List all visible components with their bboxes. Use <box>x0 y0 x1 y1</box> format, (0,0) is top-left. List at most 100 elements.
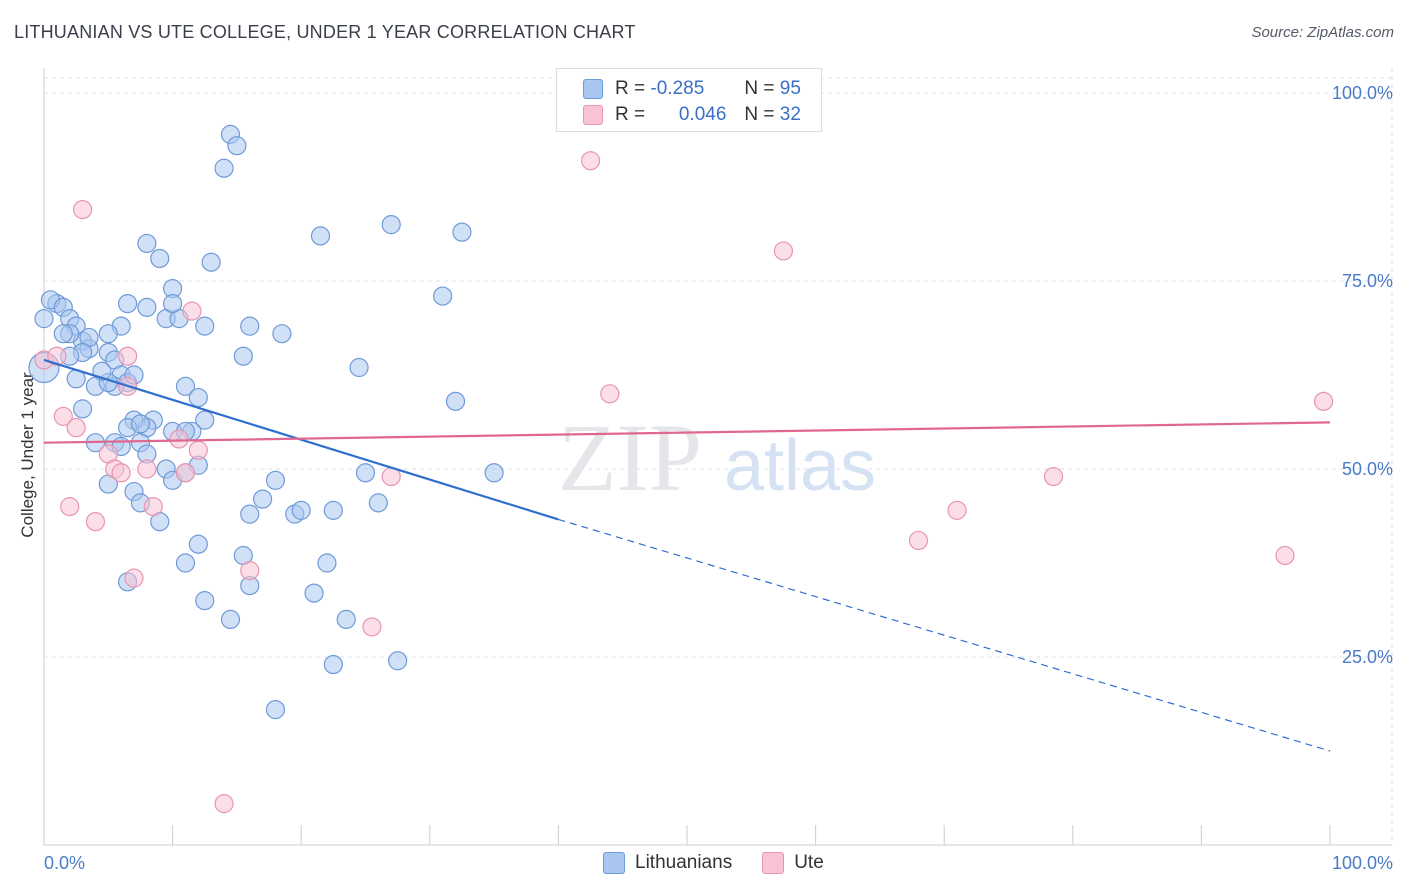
legend-swatch-ute <box>762 852 785 874</box>
ute-point <box>188 440 208 460</box>
lithuanians-point <box>240 316 260 336</box>
lithuanians-point <box>452 222 472 242</box>
ute-point <box>580 151 601 171</box>
ute-point <box>182 301 202 321</box>
lithuanians-point <box>137 297 157 317</box>
legend-swatch-lithuanians <box>583 79 603 99</box>
lithuanians-point <box>368 493 388 513</box>
watermark-zip: ZIP <box>558 404 702 511</box>
lithuanians-point <box>130 414 151 434</box>
ute-point <box>137 459 157 479</box>
lithuanians-point <box>484 463 504 483</box>
legend-row-lithuanians: R = -0.285 N = 95 <box>583 77 801 101</box>
grid-lines <box>44 68 1393 845</box>
ute-point <box>773 241 794 261</box>
lithuanians-point <box>349 357 369 378</box>
ute-point <box>124 568 144 588</box>
lithuanians-point <box>195 410 215 430</box>
lithuanians-point <box>72 399 93 419</box>
lithuanians-point <box>304 583 324 603</box>
lithuanians-point <box>98 324 118 344</box>
r-value-lithuanians: -0.285 <box>650 78 705 99</box>
lithuanians-point <box>336 609 356 630</box>
ute-trend-line <box>43 421 1331 444</box>
lithuanians-trend-extension <box>558 518 1331 752</box>
lithuanians-point <box>291 500 311 520</box>
lithuanians-point <box>150 248 170 269</box>
n-label: N = <box>744 104 775 125</box>
y-tick-label: 75.0% <box>1342 271 1393 291</box>
lithuanians-point <box>388 651 408 671</box>
ute-point <box>169 429 189 449</box>
lithuanians-point <box>117 293 138 314</box>
series-legend: Lithuanians Ute <box>603 852 854 874</box>
tick-labels: 25.0% 50.0% 75.0% 100.0% 0.0% 100.0% <box>44 83 1393 873</box>
lithuanians-point <box>323 654 343 675</box>
legend-item-ute[interactable]: Ute <box>762 852 824 874</box>
lithuanians-point <box>310 226 331 246</box>
lithuanians-point <box>163 293 183 314</box>
ute-point <box>117 346 138 366</box>
chart-title: LITHUANIAN VS UTE COLLEGE, UNDER 1 YEAR … <box>14 22 636 42</box>
ute-point <box>72 199 93 220</box>
legend-label-lithuanians: Lithuanians <box>635 852 733 873</box>
lithuanians-point <box>188 534 208 554</box>
n-value-lithuanians: 95 <box>779 78 801 99</box>
axes <box>43 68 1392 846</box>
legend-swatch-lithuanians <box>603 852 625 874</box>
legend-label-ute: Ute <box>794 852 824 873</box>
lithuanians-point <box>433 286 453 306</box>
ute-point <box>240 560 260 581</box>
ute-point <box>60 497 80 517</box>
ute-point <box>600 384 620 404</box>
ute-point <box>47 346 67 366</box>
correlation-legend: R = -0.285 N = 95 R = 0.046 N = 32 <box>556 68 822 132</box>
lithuanians-point <box>53 324 73 344</box>
n-label: N = <box>744 78 775 99</box>
ute-point <box>1275 545 1295 566</box>
lithuanians-point <box>175 376 196 396</box>
lithuanians-point <box>227 136 247 156</box>
lithuanians-point <box>265 700 286 720</box>
lithuanians-point <box>34 309 54 329</box>
ute-point <box>1313 391 1334 411</box>
r-label: R = <box>615 104 646 125</box>
lithuanians-point <box>137 233 157 254</box>
n-value-ute: 32 <box>779 104 801 125</box>
lithuanians-point <box>201 252 221 272</box>
ute-point <box>143 497 163 517</box>
x-tick-label-min: 0.0% <box>44 853 85 873</box>
trend-lines <box>43 358 1331 752</box>
legend-item-lithuanians[interactable]: Lithuanians <box>603 852 732 874</box>
ute-point <box>1043 466 1064 487</box>
legend-row-ute: R = 0.046 N = 32 <box>583 103 801 127</box>
ute-point <box>214 794 234 814</box>
lithuanians-point <box>272 324 292 344</box>
y-tick-label: 25.0% <box>1342 647 1393 667</box>
lithuanians-point <box>240 504 260 524</box>
ute-point <box>947 500 967 520</box>
ute-point <box>111 463 131 483</box>
ute-point <box>85 512 106 532</box>
lithuanians-point <box>355 463 376 483</box>
source-credit: Source: ZipAtlas.com <box>1251 24 1394 41</box>
y-tick-label: 100.0% <box>1332 83 1393 103</box>
lithuanians-point <box>214 158 234 178</box>
lithuanians-point <box>323 500 343 520</box>
lithuanians-point <box>195 591 215 611</box>
lithuanians-point <box>265 470 286 490</box>
lithuanians-point <box>175 553 196 573</box>
lithuanians-point <box>317 553 337 573</box>
x-tick-label-max: 100.0% <box>1332 853 1393 873</box>
lithuanians-point <box>188 387 208 408</box>
legend-swatch-ute <box>583 105 603 125</box>
r-value-ute: 0.046 <box>678 104 727 125</box>
lithuanians-point <box>253 489 273 509</box>
y-tick-label: 50.0% <box>1342 459 1393 479</box>
lithuanians-point <box>381 215 401 235</box>
lithuanians-point <box>445 391 466 411</box>
ute-point <box>908 530 929 551</box>
watermark: ZIP atlas <box>558 404 876 511</box>
data-points <box>28 83 1334 814</box>
